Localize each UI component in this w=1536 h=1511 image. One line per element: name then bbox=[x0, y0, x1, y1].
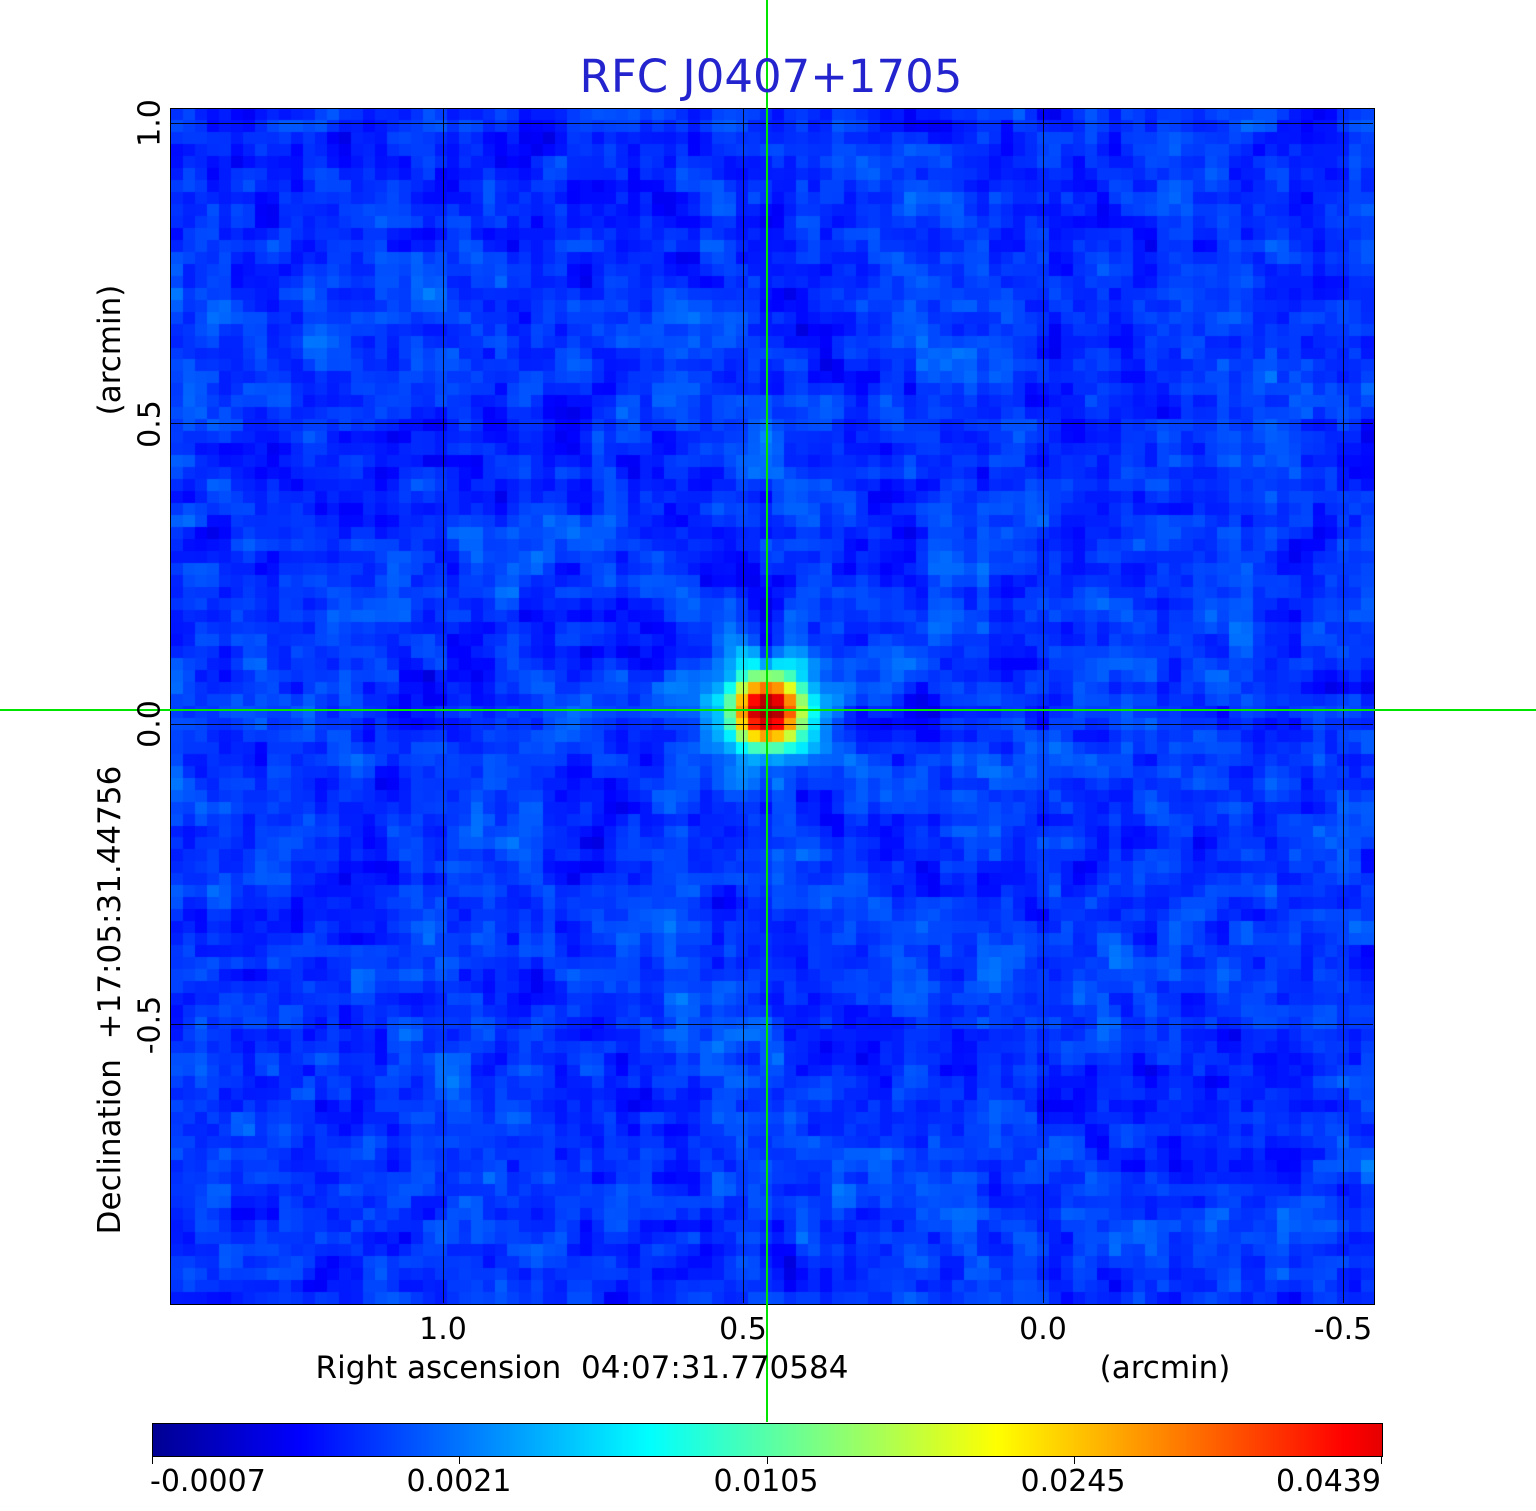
page-title: RFC J0407+1705 bbox=[579, 50, 963, 103]
x-tick-label: -0.5 bbox=[1313, 1312, 1373, 1347]
colorbar-tick-mark bbox=[1381, 1457, 1382, 1464]
x-axis-unit-label: (arcmin) bbox=[1099, 1350, 1231, 1386]
gridline-vertical bbox=[1042, 108, 1044, 1303]
gridline-horizontal bbox=[170, 122, 1373, 124]
sky-map-heatmap bbox=[170, 108, 1375, 1305]
gridline-horizontal bbox=[170, 723, 1373, 725]
colorbar-tick-mark bbox=[152, 1457, 153, 1464]
y-tick-label: 0.5 bbox=[132, 399, 168, 448]
colorbar-tick-mark bbox=[766, 1457, 768, 1464]
y-tick-label: 0.0 bbox=[132, 700, 168, 748]
x-axis-label: Right ascension 04:07:31.770584 bbox=[315, 1350, 849, 1386]
gridline-vertical bbox=[1342, 108, 1344, 1303]
colorbar-tick-label: 0.0105 bbox=[713, 1464, 819, 1499]
colorbar-tick-label: 0.0021 bbox=[406, 1464, 512, 1499]
colorbar-tick-mark bbox=[459, 1457, 461, 1464]
x-tick-label: 0.0 bbox=[1019, 1312, 1067, 1347]
x-tick-label: 0.5 bbox=[719, 1312, 767, 1347]
x-tick-label: 1.0 bbox=[419, 1312, 467, 1347]
gridline-horizontal bbox=[170, 1024, 1373, 1026]
y-tick-label: 1.0 bbox=[132, 99, 168, 147]
crosshair-horizontal-line bbox=[0, 709, 1536, 712]
gridline-horizontal bbox=[170, 423, 1373, 425]
colorbar bbox=[152, 1423, 1383, 1457]
y-tick-label: -0.5 bbox=[132, 995, 168, 1054]
colorbar-tick-label: 0.0439 bbox=[1276, 1464, 1381, 1499]
gridline-vertical bbox=[442, 108, 444, 1303]
colorbar-tick-label: -0.0007 bbox=[150, 1464, 266, 1499]
colorbar-tick-label: 0.0245 bbox=[1020, 1464, 1126, 1499]
y-axis-unit-label: (arcmin) bbox=[92, 284, 128, 416]
gridline-vertical bbox=[742, 108, 744, 1303]
colorbar-tick-mark bbox=[1073, 1457, 1075, 1464]
y-axis-label: Declination +17:05:31.44756 bbox=[92, 765, 128, 1235]
